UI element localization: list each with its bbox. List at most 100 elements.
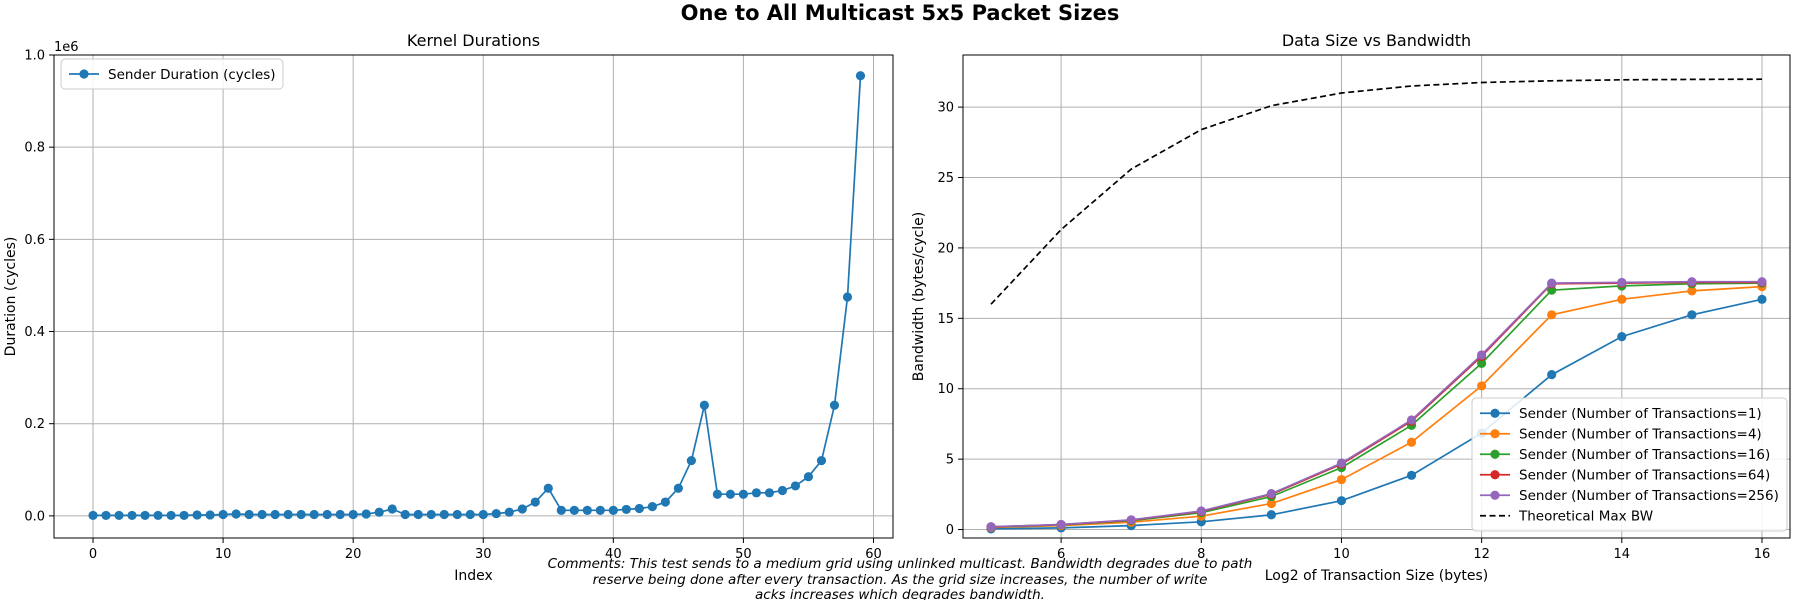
- data-point: [738, 489, 749, 499]
- data-point: [673, 483, 683, 493]
- data-point: [1617, 294, 1627, 304]
- kernel-durations-chart: 0 10 20 30 40 50 60 0.0 0.2 0.4 0.6 0.8 1.0 Kernel Du…: [3, 31, 894, 584]
- x-axis-label: Log2 of Transaction Size (bytes): [1265, 568, 1489, 584]
- x-axis-label: Index: [454, 568, 493, 584]
- data-point: [1196, 506, 1206, 516]
- data-point: [1126, 515, 1136, 525]
- data-point: [1266, 510, 1276, 520]
- legend-swatch-marker: [1490, 408, 1500, 418]
- data-point: [842, 292, 853, 302]
- y-tick-label: 0.0: [24, 509, 45, 524]
- data-point: [621, 504, 631, 515]
- data-point: [166, 510, 176, 521]
- legend-label: Sender Duration (cycles): [108, 67, 276, 83]
- data-point: [816, 455, 827, 466]
- data-point: [1547, 310, 1557, 320]
- data-point: [1757, 294, 1767, 304]
- data-point: [855, 71, 866, 81]
- x-tick-label: 30: [475, 547, 492, 562]
- legend-swatch-marker: [1490, 429, 1500, 439]
- data-point: [153, 510, 163, 521]
- legend-label: Theoretical Max BW: [1518, 509, 1653, 525]
- x-tick-label: 14: [1614, 547, 1631, 562]
- y-tick-label: 30: [937, 101, 954, 116]
- data-point: [1477, 358, 1487, 368]
- legend-label: Sender (Number of Transactions=16): [1519, 447, 1770, 463]
- data-point: [400, 509, 410, 520]
- data-point: [569, 505, 579, 515]
- data-point: [608, 505, 618, 515]
- data-point: [270, 509, 280, 520]
- data-point: [426, 509, 436, 520]
- data-point: [790, 481, 801, 491]
- figure-suptitle: One to All Multicast 5x5 Packet Sizes: [681, 1, 1120, 25]
- legend: Sender (Number of Transactions=1) Sender …: [1471, 397, 1788, 532]
- data-point: [725, 489, 736, 499]
- chart-title: Kernel Durations: [407, 31, 540, 50]
- series-line-0: [990, 298, 1763, 530]
- data-point: [1336, 458, 1347, 468]
- y-tick-label: 0.6: [24, 233, 45, 248]
- data-point: [335, 509, 345, 520]
- legend: Sender Duration (cycles): [60, 58, 284, 90]
- legend-swatch-marker: [79, 69, 89, 79]
- data-point: [1547, 370, 1557, 380]
- data-point: [634, 503, 644, 514]
- legend-box: [60, 58, 284, 90]
- data-point: [179, 510, 189, 521]
- data-point: [1687, 277, 1697, 287]
- data-point: [1406, 437, 1417, 447]
- data-point: [309, 509, 319, 520]
- y-tick-label: 5: [946, 453, 954, 468]
- data-point: [829, 400, 840, 410]
- x-tick-label: 40: [605, 547, 622, 562]
- data-point: [1477, 350, 1487, 360]
- y-axis-label: Bandwidth (bytes/cycle): [911, 212, 927, 381]
- data-point: [205, 510, 215, 520]
- y-tick-label: 0.8: [24, 141, 45, 156]
- data-point: [140, 510, 150, 521]
- data-point: [413, 509, 423, 520]
- data-point: [88, 510, 98, 521]
- x-tick-label: 6: [1057, 547, 1065, 562]
- comment-line-2: reserve being done after every transacti…: [593, 572, 1208, 588]
- legend-label: Sender (Number of Transactions=1): [1519, 406, 1762, 422]
- legend-label: Sender (Number of Transactions=64): [1519, 468, 1770, 484]
- data-point: [647, 502, 657, 512]
- data-point: [530, 497, 540, 507]
- data-point: [296, 509, 306, 520]
- y-tick-label: 10: [937, 382, 954, 397]
- data-point: [465, 509, 475, 520]
- data-point: [1617, 277, 1627, 288]
- comment-line-3: acks increases which degrades bandwidth.: [755, 587, 1045, 600]
- data-point: [322, 509, 332, 520]
- y-tick-label: 0.4: [24, 325, 45, 340]
- data-point: [1406, 415, 1417, 425]
- x-tick-label: 50: [735, 547, 752, 562]
- data-point: [439, 509, 449, 520]
- data-point: [803, 472, 814, 482]
- legend-swatch-marker: [1490, 449, 1500, 459]
- data-point: [452, 509, 462, 520]
- legend-swatch-marker: [1490, 490, 1500, 500]
- bandwidth-chart: 6 8 10 12 14 16 0 5 10 15 20 25 30 Data Size vs Bandw…: [911, 31, 1791, 584]
- data-point: [595, 505, 605, 515]
- data-point: [1406, 470, 1417, 480]
- data-point: [192, 510, 202, 520]
- data-point: [491, 508, 501, 519]
- legend-label: Sender (Number of Transactions=256): [1519, 488, 1779, 504]
- data-point: [582, 505, 592, 515]
- data-point: [1757, 277, 1767, 287]
- series-line-4: [990, 280, 1762, 528]
- data-point: [556, 505, 566, 515]
- data-point: [101, 510, 111, 521]
- y-tick-label: 0: [946, 523, 954, 538]
- x-tick-label: 8: [1197, 547, 1205, 562]
- data-point: [1617, 332, 1627, 342]
- series-line-5: [990, 78, 1763, 305]
- x-tick-label: 20: [345, 547, 362, 562]
- comment-line-1: Comments: This test sends to a medium gr…: [548, 556, 1253, 572]
- data-point: [374, 507, 384, 517]
- data-point: [543, 483, 553, 493]
- data-point: [517, 504, 527, 514]
